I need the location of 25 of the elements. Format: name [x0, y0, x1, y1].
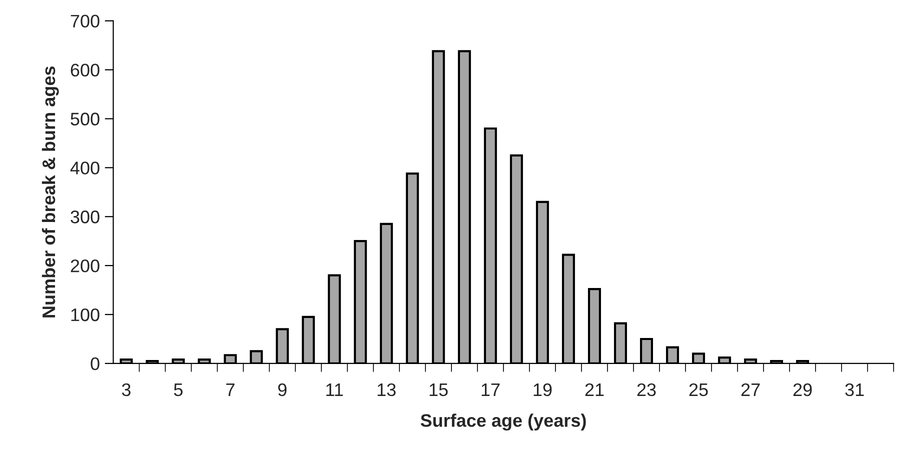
- x-tick-label: 21: [585, 383, 604, 396]
- x-tick-label: 11: [326, 384, 343, 396]
- x-tick-label: 23: [637, 383, 656, 396]
- x-tick-label: 13: [378, 383, 396, 396]
- x-tick-label: 9: [278, 383, 287, 396]
- x-tick-label: 5: [174, 384, 183, 396]
- x-tick-label: 25: [689, 383, 708, 396]
- x-tick-label: 15: [430, 384, 448, 396]
- y-axis-title: Number of break & burn ages: [42, 66, 59, 318]
- x-tick-label: 29: [793, 383, 812, 396]
- x-tick-label: 19: [534, 383, 552, 396]
- y-tick-label: 400: [70, 162, 100, 174]
- x-tick-label: 17: [482, 384, 500, 396]
- y-tick-label: 200: [70, 260, 100, 272]
- x-tick-label: 3: [122, 383, 131, 396]
- x-tick-label: 7: [226, 384, 234, 396]
- y-tick-label: 300: [70, 210, 100, 224]
- y-tick-label: 500: [70, 112, 100, 126]
- y-tick-label: 0: [90, 357, 100, 370]
- y-tick-label: 100: [71, 308, 100, 322]
- y-tick-label: 600: [70, 64, 100, 76]
- y-tick-label: 700: [70, 14, 100, 28]
- x-tick-label: 31: [845, 383, 864, 396]
- x-axis-title: Surface age (years): [420, 414, 586, 431]
- x-tick-label: 27: [741, 383, 760, 396]
